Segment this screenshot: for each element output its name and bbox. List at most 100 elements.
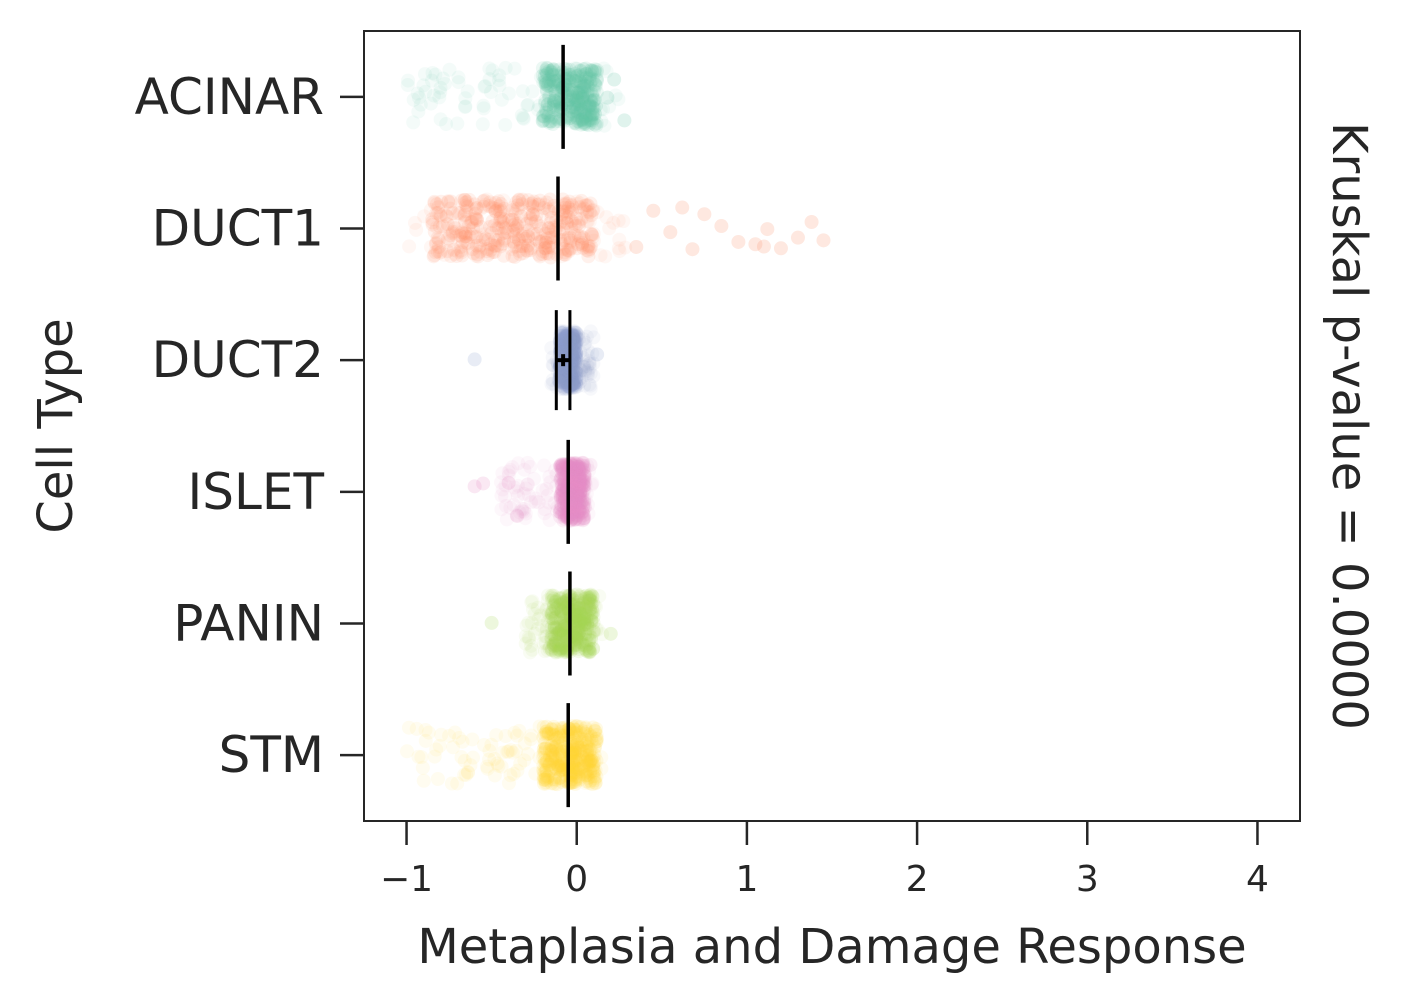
data-point xyxy=(546,740,561,755)
data-point xyxy=(551,758,566,773)
data-point xyxy=(504,242,519,257)
data-point xyxy=(574,495,589,510)
data-point xyxy=(583,728,598,743)
data-point xyxy=(555,337,570,352)
data-point xyxy=(584,602,599,617)
data-point xyxy=(512,723,527,738)
data-point xyxy=(569,628,584,643)
data-point xyxy=(584,94,599,109)
data-point xyxy=(575,724,590,739)
data-point xyxy=(544,110,559,125)
data-point xyxy=(568,490,583,505)
data-point xyxy=(539,246,554,261)
data-point xyxy=(587,93,602,108)
data-point xyxy=(539,102,554,117)
data-point xyxy=(520,239,535,254)
data-point xyxy=(518,629,533,644)
data-point xyxy=(480,248,495,263)
data-point xyxy=(532,234,547,249)
data-point xyxy=(490,238,505,253)
data-point xyxy=(507,725,522,740)
data-point xyxy=(579,95,594,110)
data-point xyxy=(593,248,608,263)
data-point xyxy=(582,354,597,369)
data-point xyxy=(541,606,556,621)
series-duct1 xyxy=(402,192,831,265)
data-point xyxy=(437,206,452,221)
data-point xyxy=(487,751,502,766)
data-point xyxy=(541,240,556,255)
data-point xyxy=(544,642,559,657)
data-point xyxy=(540,67,555,82)
data-point xyxy=(566,739,581,754)
data-point xyxy=(542,757,557,772)
data-point xyxy=(574,484,589,499)
data-point xyxy=(427,224,442,239)
data-point xyxy=(574,620,589,635)
data-point xyxy=(549,760,564,775)
data-point xyxy=(556,334,571,349)
data-point xyxy=(555,368,570,383)
data-point xyxy=(488,232,503,247)
data-point xyxy=(508,216,523,231)
data-point xyxy=(536,201,551,216)
data-point xyxy=(520,455,535,470)
data-point xyxy=(554,744,569,759)
data-point xyxy=(580,727,595,742)
data-point xyxy=(561,210,576,225)
series-islet xyxy=(467,455,600,528)
data-point xyxy=(578,639,593,654)
data-point xyxy=(557,367,572,382)
data-point xyxy=(455,734,470,749)
data-point xyxy=(575,494,590,509)
data-point xyxy=(566,774,581,789)
data-point xyxy=(510,488,525,503)
data-point xyxy=(551,625,566,640)
data-point xyxy=(561,73,576,88)
data-point xyxy=(538,96,553,111)
data-point xyxy=(508,220,523,235)
data-point xyxy=(550,69,565,84)
data-point xyxy=(589,63,604,78)
data-point xyxy=(567,464,582,479)
data-point xyxy=(544,727,559,742)
data-point xyxy=(478,79,493,94)
data-point xyxy=(556,361,571,376)
data-point xyxy=(580,368,595,383)
data-point xyxy=(556,328,571,343)
data-point xyxy=(440,221,455,236)
data-point xyxy=(544,743,559,758)
data-point xyxy=(539,764,554,779)
data-point xyxy=(557,381,572,396)
data-point xyxy=(568,456,583,471)
data-point xyxy=(580,358,595,373)
data-point xyxy=(579,609,594,624)
data-point xyxy=(555,754,570,769)
data-point xyxy=(473,219,488,234)
data-point xyxy=(549,467,564,482)
data-point xyxy=(409,721,424,736)
data-point xyxy=(535,109,550,124)
data-point xyxy=(447,221,462,236)
data-point xyxy=(576,332,591,347)
data-point xyxy=(554,465,569,480)
data-point xyxy=(572,200,587,215)
data-point xyxy=(536,113,551,128)
data-point xyxy=(584,754,599,769)
data-point xyxy=(570,473,585,488)
data-point xyxy=(572,459,587,474)
data-point xyxy=(552,727,567,742)
data-point xyxy=(570,480,585,495)
data-point xyxy=(571,626,586,641)
data-point xyxy=(547,95,562,110)
data-point xyxy=(562,67,577,82)
data-point xyxy=(554,326,569,341)
data-point xyxy=(582,627,597,642)
data-point xyxy=(449,249,464,264)
data-point xyxy=(505,200,520,215)
data-point xyxy=(579,588,594,603)
data-point xyxy=(542,469,557,484)
data-point xyxy=(589,599,604,614)
data-point xyxy=(506,498,521,513)
data-point xyxy=(542,63,557,78)
